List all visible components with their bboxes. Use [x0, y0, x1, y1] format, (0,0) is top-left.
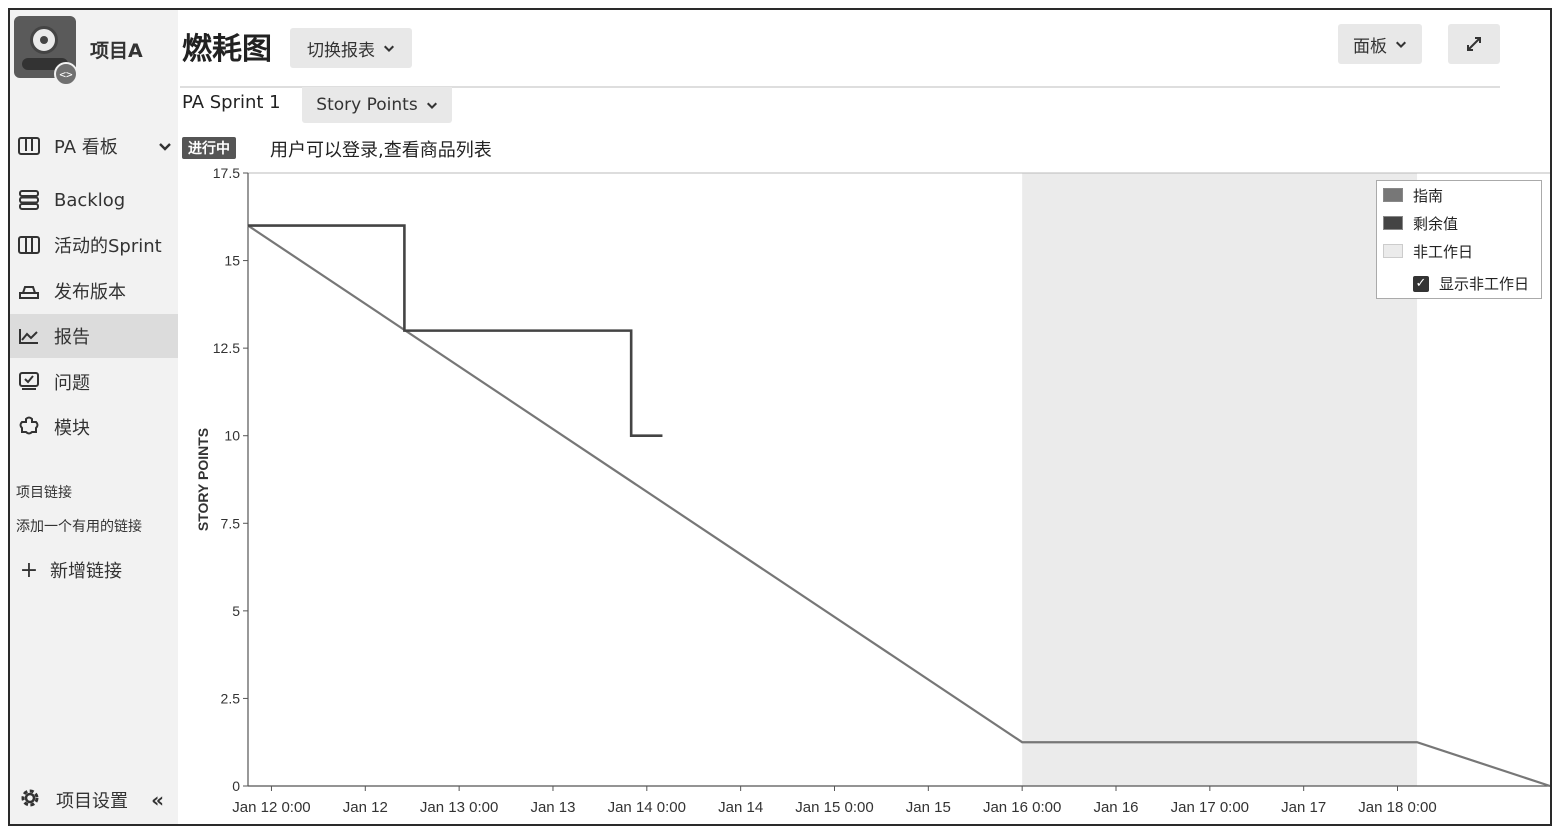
sidebar-item-label: 发布版本	[54, 282, 126, 303]
add-link-button[interactable]: + 新增链接	[10, 548, 178, 592]
burndown-chart: 17.5 15 12.5 10 7.5 5 2.5 0 Jan 12 0:00 Jan 12 Jan…	[195, 165, 1550, 816]
y-tick-label: 10	[224, 428, 240, 444]
estimate-selector[interactable]: Story Points	[302, 87, 452, 123]
x-tick-label: Jan 12	[343, 799, 388, 816]
sidebar-item-components[interactable]: 模块	[10, 405, 178, 449]
reports-icon	[16, 327, 42, 345]
y-tick-label: 12.5	[213, 340, 240, 356]
chevron-down-icon	[426, 99, 438, 111]
nonworking-band	[1022, 173, 1418, 786]
header-divider	[180, 86, 1500, 88]
remaining-series-line	[248, 224, 663, 438]
legend-swatch	[1383, 244, 1403, 258]
camera-lens-icon	[30, 26, 58, 54]
legend-label: 非工作日	[1413, 242, 1474, 261]
software-project-icon: <>	[54, 62, 78, 86]
x-tick-label: Jan 18 0:00	[1358, 799, 1436, 816]
sidebar-item-label: 模块	[54, 418, 90, 439]
expand-icon	[1465, 35, 1483, 53]
legend-item-remaining: 剩余值	[1383, 213, 1458, 233]
y-tick-label: 15	[224, 253, 240, 269]
page-title: 燃耗图	[182, 32, 272, 67]
app-window: <> 项目A PA 看板 Backlog 活动的Sprint	[8, 8, 1552, 826]
legend-label: 剩余值	[1413, 214, 1459, 233]
y-tick-label: 0	[232, 778, 240, 794]
active-sprint-icon	[16, 236, 42, 254]
board-icon	[16, 137, 42, 155]
legend-item-nonworking: 非工作日	[1383, 241, 1473, 261]
x-tick-label: Jan 15 0:00	[795, 799, 873, 816]
sprint-goal: 用户可以登录,查看商品列表	[270, 140, 492, 161]
collapse-sidebar-icon[interactable]: «	[151, 788, 164, 812]
sidebar: <> 项目A PA 看板 Backlog 活动的Sprint	[10, 10, 178, 824]
board-selector[interactable]: PA 看板	[10, 124, 178, 168]
project-links-title: 项目链接	[16, 485, 72, 501]
plus-icon: +	[19, 557, 39, 583]
project-links-hint: 添加一个有用的链接	[16, 519, 142, 535]
chevron-down-icon	[1395, 38, 1407, 50]
x-tick-label: Jan 14	[718, 799, 763, 816]
fullscreen-button[interactable]	[1448, 24, 1500, 64]
y-axis-title: STORY POINTS	[195, 428, 211, 531]
y-tick-label: 17.5	[213, 165, 240, 181]
board-button-label: 面板	[1353, 36, 1387, 57]
x-tick-label: Jan 12 0:00	[232, 799, 310, 816]
show-nonworking-toggle[interactable]: ✓ 显示非工作日	[1413, 273, 1529, 294]
x-tick-label: Jan 15	[906, 799, 951, 816]
release-icon	[16, 282, 42, 300]
x-tick-label: Jan 17	[1281, 799, 1326, 816]
checkbox-checked-icon[interactable]: ✓	[1413, 275, 1429, 292]
x-tick-label: Jan 16 0:00	[983, 799, 1061, 816]
guideline-series-line	[247, 224, 1550, 788]
x-tick-label: Jan 13	[530, 799, 575, 816]
board-selector-label: PA 看板	[54, 137, 118, 158]
y-tick-label: 2.5	[221, 690, 241, 706]
switch-report-button[interactable]: 切换报表	[290, 28, 412, 68]
estimate-selector-label: Story Points	[316, 95, 418, 115]
legend-label: 指南	[1413, 186, 1444, 205]
x-tick-label: Jan 14 0:00	[608, 799, 686, 816]
legend-item-guideline: 指南	[1383, 185, 1443, 205]
legend-swatch	[1383, 188, 1403, 202]
chevron-down-icon	[383, 42, 395, 54]
gear-icon	[18, 786, 42, 815]
sidebar-item-label: 问题	[54, 373, 90, 394]
status-badge: 进行中	[182, 137, 236, 159]
project-avatar[interactable]	[14, 16, 76, 78]
show-nonworking-label: 显示非工作日	[1439, 275, 1530, 293]
sidebar-item-backlog[interactable]: Backlog	[10, 178, 178, 222]
project-name[interactable]: 项目A	[90, 40, 143, 62]
sidebar-item-reports[interactable]: 报告	[10, 314, 178, 358]
sidebar-item-label: 活动的Sprint	[54, 236, 162, 257]
y-tick-label: 7.5	[221, 515, 241, 531]
sidebar-item-active-sprint[interactable]: 活动的Sprint	[10, 223, 178, 267]
sidebar-item-label: 报告	[54, 327, 90, 348]
chart-legend: 指南 剩余值 非工作日 ✓ 显示非工作日	[1376, 180, 1542, 299]
y-tick-label: 5	[232, 603, 240, 619]
sprint-name: PA Sprint 1	[182, 92, 281, 113]
backlog-icon	[16, 190, 42, 210]
x-tick-label: Jan 13 0:00	[420, 799, 498, 816]
components-icon	[16, 416, 42, 438]
issues-icon	[16, 372, 42, 392]
legend-swatch	[1383, 216, 1403, 230]
board-button[interactable]: 面板	[1338, 24, 1422, 64]
project-settings[interactable]: 项目设置 «	[10, 782, 178, 818]
x-tick-label: Jan 17 0:00	[1171, 799, 1249, 816]
switch-report-label: 切换报表	[307, 40, 375, 61]
project-settings-label: 项目设置	[56, 791, 128, 812]
add-link-label: 新增链接	[50, 561, 122, 582]
sidebar-item-label: Backlog	[54, 189, 126, 211]
sidebar-item-releases[interactable]: 发布版本	[10, 269, 178, 313]
sidebar-item-issues[interactable]: 问题	[10, 360, 178, 404]
main-content: 燃耗图 切换报表 面板 PA Sprint 1 Story Points	[180, 10, 1550, 824]
x-tick-label: Jan 16	[1093, 799, 1138, 816]
chevron-down-icon	[158, 137, 172, 158]
